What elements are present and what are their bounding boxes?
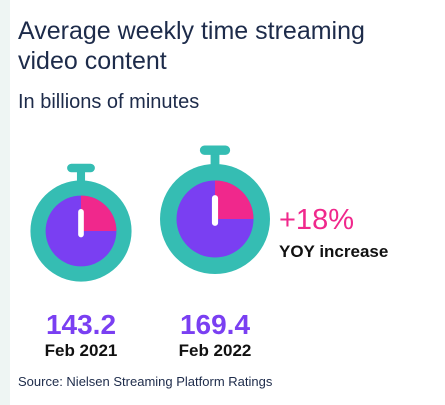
stopwatch-hand-feb-2022 <box>211 195 219 226</box>
chart-title: Average weekly time streaming video cont… <box>18 17 365 75</box>
stopwatch-stem-feb-2021 <box>76 171 86 183</box>
chart-subtitle: In billions of minutes <box>18 91 200 113</box>
source-note: Source: Nielsen Streaming Platform Ratin… <box>18 374 273 389</box>
value-label-feb-2021: 143.2 <box>45 309 117 340</box>
stopwatch-wedge-feb-2021 <box>81 195 117 231</box>
value-label-feb-2022: 169.4 <box>179 309 251 340</box>
yoy-percent: +18% <box>279 204 354 236</box>
stopwatch-crown-feb-2021 <box>67 163 95 173</box>
category-label-feb-2022: Feb 2022 <box>178 341 252 360</box>
stopwatch-hand-feb-2021 <box>78 209 84 238</box>
yoy-label: YOY increase <box>279 242 389 261</box>
stopwatch-crown-feb-2022 <box>199 145 231 155</box>
stopwatch-stem-feb-2022 <box>210 153 220 166</box>
stopwatch-wedge-feb-2022 <box>215 180 254 219</box>
category-label-feb-2021: Feb 2021 <box>44 341 118 360</box>
